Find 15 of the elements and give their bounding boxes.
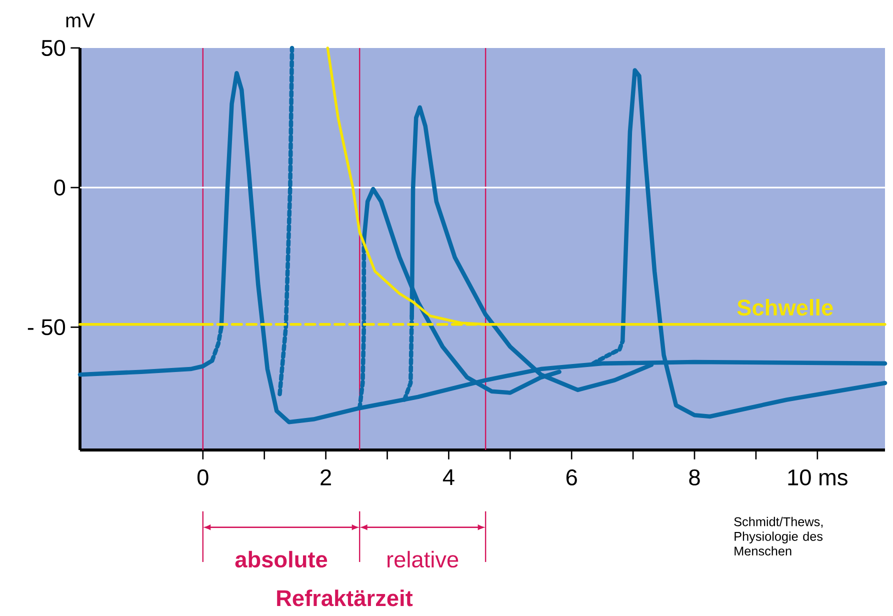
x-tick-label: 0 — [197, 469, 208, 486]
y-tick-label: - 50 — [28, 319, 66, 336]
x-tick-label: 2 — [320, 469, 331, 486]
x-tick-label: 10 ms — [788, 469, 848, 486]
x-tick-label: 8 — [689, 469, 700, 486]
text: Schmidt/Thews, Physiologie des Menschen — [734, 516, 823, 556]
y-axis-title: mV — [66, 14, 95, 28]
y-tick-label: 50 — [42, 40, 66, 56]
x-tick-label: 6 — [566, 469, 577, 486]
text: absolute — [235, 550, 328, 568]
text: Refraktärzeit — [277, 590, 413, 606]
series-label: Schwelle — [737, 299, 833, 316]
x-tick-label: 4 — [442, 469, 454, 485]
text: relative — [388, 550, 458, 568]
y-tick-label: 0 — [54, 180, 66, 196]
